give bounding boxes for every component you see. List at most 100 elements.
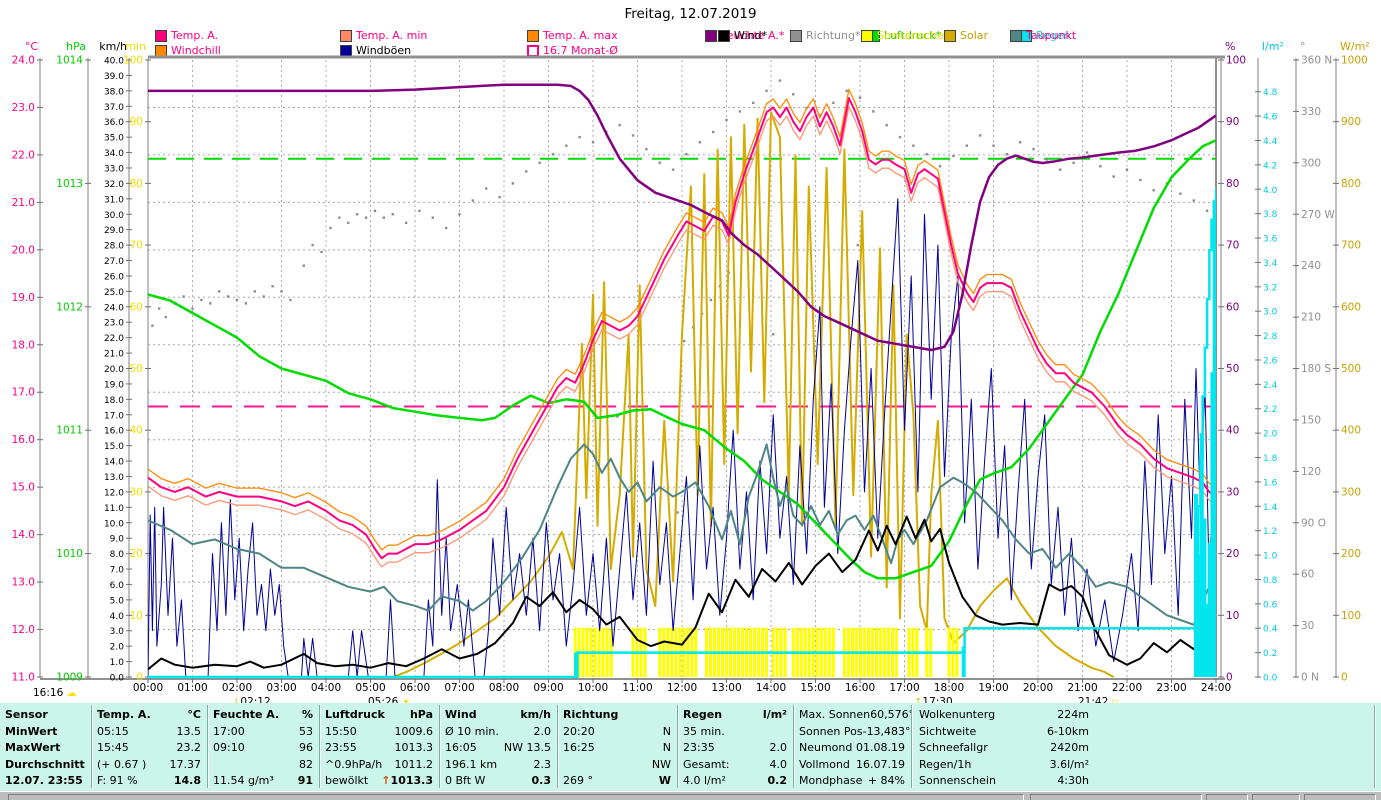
svg-text:4.0: 4.0 — [110, 612, 125, 622]
legend-item-sonnenschein[interactable]: Sonnenschein — [861, 29, 954, 42]
svg-text:30: 30 — [1226, 486, 1239, 498]
legend-label: Windchill — [171, 44, 221, 57]
svg-text:20: 20 — [1226, 548, 1239, 560]
svg-text:23.0: 23.0 — [104, 319, 124, 329]
legend-item-regen[interactable]: Regen — [1020, 29, 1071, 42]
cell-label: 09:10 — [213, 741, 245, 755]
svg-text:19.0: 19.0 — [12, 292, 35, 304]
axis-kmh: 0.0 1.0 2.0 3.0 4.0 5.0 6.0 7.0 8.0 9.0 10.0 11.0 12… — [104, 57, 132, 684]
legend-label: Richtung* — [806, 29, 861, 42]
legend-item-feuchte-a[interactable]: Feuchte A.* — [705, 29, 784, 42]
table-row: 23:55 1013.3 — [325, 740, 433, 757]
svg-text:1012: 1012 — [56, 301, 83, 313]
table-row: 12.07. 23:55 — [5, 774, 83, 788]
x-tick-label: 11:00 — [622, 682, 653, 694]
cell-label: 05:15 — [97, 724, 129, 738]
table-row: Sonnenschein 4:30h — [919, 773, 1089, 790]
cell-label: Sichtweite — [919, 724, 977, 738]
cell-value: 53 — [299, 724, 313, 738]
cell-label: 0 Bft W — [445, 774, 486, 788]
svg-text:25.0: 25.0 — [104, 288, 124, 298]
table-row: 15:50 1009.6 — [325, 724, 433, 741]
cell-value: 16.07.19 — [856, 757, 905, 771]
svg-text:36.0: 36.0 — [104, 118, 124, 128]
svg-text:1000: 1000 — [1341, 55, 1368, 67]
legend-swatch-temp-a — [155, 29, 167, 42]
legend-item-temp-a[interactable]: Temp. A. — [155, 29, 218, 42]
legend-swatch-solar — [944, 29, 956, 42]
moonrise-marker-icon: ↑ — [914, 697, 922, 708]
svg-text:30: 30 — [130, 486, 143, 498]
table-row: Sichtweite 6-10km — [919, 724, 1089, 741]
table-separator — [439, 705, 441, 788]
table-row: 16:05 NW 13.5 — [445, 740, 551, 757]
statusbar-panel — [8, 794, 1024, 800]
cell-label: Vollmond — [799, 757, 850, 771]
svg-text:90: 90 — [130, 116, 143, 128]
statusbar-panel — [1304, 794, 1376, 800]
legend-item-temp-a-max[interactable]: Temp. A. max — [527, 29, 618, 42]
svg-text:400: 400 — [1341, 425, 1361, 437]
svg-text:0.8: 0.8 — [1263, 576, 1278, 586]
legend-item-solar[interactable]: Solar — [944, 29, 988, 42]
svg-text:10: 10 — [1226, 610, 1239, 622]
table-row: Ø 10 min. 2.0 — [445, 724, 551, 741]
svg-text:9.0: 9.0 — [110, 535, 125, 545]
sunrise-marker-icon: ☀ — [402, 697, 411, 708]
statusbar-panel — [1206, 794, 1248, 800]
svg-text:38.0: 38.0 — [104, 87, 124, 97]
svg-text:1010: 1010 — [56, 548, 83, 560]
pressure-trend-up-icon: ↑ — [381, 774, 391, 788]
table-row: 82 — [213, 757, 313, 774]
table-row: 20:20 N — [563, 724, 671, 741]
cell-value: l/m² — [762, 708, 787, 721]
svg-text:31.0: 31.0 — [104, 195, 124, 205]
svg-text:1.8: 1.8 — [1263, 454, 1278, 464]
legend-item-windchill[interactable]: Windchill — [155, 44, 221, 57]
legend-item-taupunkt[interactable]: Taupunkt — [1010, 29, 1076, 42]
status-bar — [0, 791, 1381, 800]
table-row: 17:00 53 — [213, 724, 313, 741]
cloud-time-marker-icon: ☁ — [66, 688, 77, 699]
svg-text:17.0: 17.0 — [12, 387, 35, 399]
svg-text:600: 600 — [1341, 301, 1361, 313]
x-tick-label: 04:00 — [310, 682, 342, 694]
weather-chart-plot[interactable]: 11.0 12.0 13.0 14.0 15.0 16.0 17.0 18.0 19.0 20.0… — [0, 0, 1381, 712]
svg-text:22.0: 22.0 — [12, 149, 35, 161]
table-separator — [91, 705, 93, 788]
legend-item-richtung[interactable]: Richtung* — [790, 29, 860, 42]
svg-text:18.0: 18.0 — [104, 396, 124, 406]
x-tick-label: 14:00 — [755, 682, 787, 694]
cell-value: + 84% — [867, 774, 905, 788]
svg-text:27.0: 27.0 — [104, 257, 124, 267]
legend-label: Temp. A. max — [543, 29, 618, 42]
svg-text:33.0: 33.0 — [104, 164, 124, 174]
cloud-time-marker: 16:16 ☁ — [33, 687, 77, 699]
cell-label: Neumond — [799, 741, 853, 755]
axis-temp: 11.0 12.0 13.0 14.0 15.0 16.0 17.0 18.0 19.0 20.0… — [12, 55, 43, 684]
svg-text:10.0: 10.0 — [104, 519, 124, 529]
cell-value: 1011.2 — [394, 757, 434, 771]
table-row: MinWert — [5, 724, 58, 738]
svg-text:12.0: 12.0 — [12, 624, 35, 636]
cell-label: 269 ° — [563, 774, 593, 788]
svg-text:90: 90 — [1226, 116, 1239, 128]
table-row: Max. Sonnen 60,576° — [799, 707, 914, 724]
svg-text:60: 60 — [1301, 569, 1314, 581]
cell-label: Sonnen Pos — [799, 724, 863, 738]
legend-item-temp-a-min[interactable]: Temp. A. min — [340, 29, 427, 42]
legend-swatch-sonnenschein — [861, 29, 873, 42]
svg-text:3.4: 3.4 — [1263, 259, 1278, 269]
table-column-extra: Wolkenunterg 224m Sichtweite 6-10km Schneefa… — [919, 707, 1089, 790]
axis-unit-dir: ° — [1300, 40, 1306, 53]
legend-item-wind[interactable]: Wind* — [718, 29, 767, 42]
x-axis-ticks — [147, 678, 1217, 683]
cell-label: Luftdruck — [325, 708, 385, 721]
cell-value: 01.08.19 — [856, 741, 905, 755]
svg-text:270 W: 270 W — [1301, 209, 1335, 221]
svg-text:0 N: 0 N — [1301, 672, 1319, 684]
cell-label: Schneefallgr — [919, 741, 988, 755]
svg-text:700: 700 — [1341, 240, 1361, 252]
